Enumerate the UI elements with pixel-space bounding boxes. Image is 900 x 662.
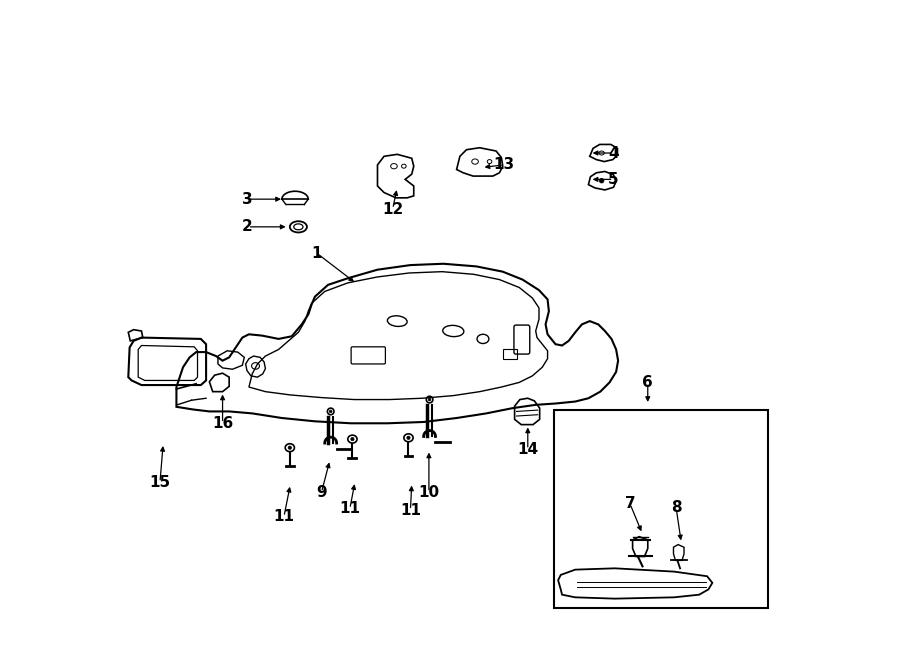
Text: 8: 8 xyxy=(670,500,681,515)
Text: 5: 5 xyxy=(608,172,619,187)
Bar xyxy=(503,350,517,359)
Text: 11: 11 xyxy=(339,502,360,516)
Text: 9: 9 xyxy=(316,485,327,500)
Text: 11: 11 xyxy=(400,503,421,518)
Text: 4: 4 xyxy=(608,146,619,160)
Ellipse shape xyxy=(428,399,431,401)
Ellipse shape xyxy=(351,438,354,441)
Ellipse shape xyxy=(407,436,410,440)
Ellipse shape xyxy=(599,178,604,183)
Text: 1: 1 xyxy=(311,246,322,261)
Text: 16: 16 xyxy=(212,416,233,431)
Text: 12: 12 xyxy=(382,201,403,216)
Ellipse shape xyxy=(329,410,332,412)
Text: 3: 3 xyxy=(242,192,253,207)
Text: 6: 6 xyxy=(643,375,653,390)
Bar xyxy=(554,410,769,608)
Text: 7: 7 xyxy=(625,496,635,511)
Text: 13: 13 xyxy=(493,158,515,172)
Text: 11: 11 xyxy=(274,509,294,524)
Text: 2: 2 xyxy=(242,219,253,234)
Ellipse shape xyxy=(288,446,292,449)
Text: 15: 15 xyxy=(149,475,170,490)
Text: 10: 10 xyxy=(418,485,439,500)
Text: 14: 14 xyxy=(518,442,538,457)
